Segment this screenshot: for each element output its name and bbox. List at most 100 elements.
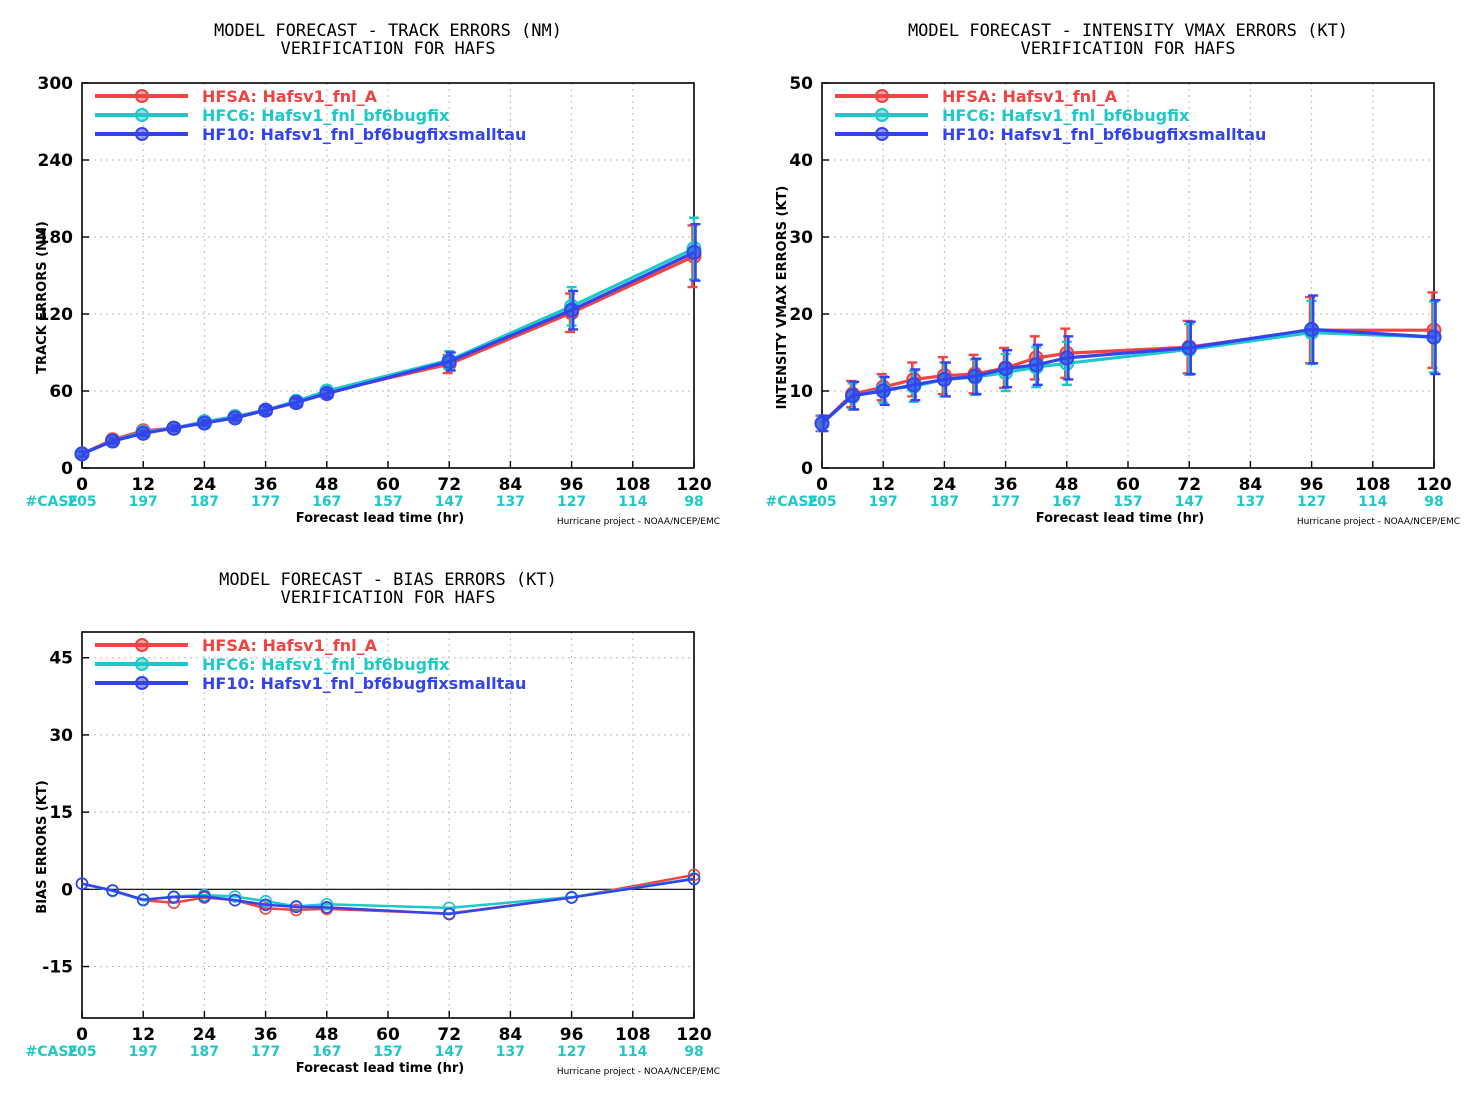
case-count-label: 114 [618,494,647,510]
data-point [1426,329,1442,345]
y-tick-label: 300 [38,74,74,94]
data-point [289,903,303,917]
x-tick-label: 96 [1300,475,1324,495]
case-count-label: 157 [373,494,402,510]
x-tick-label: 108 [615,475,651,495]
data-point [845,388,861,404]
case-count-label: 197 [869,494,898,510]
legend-item-hf10: HF10: Hafsv1_fnl_bf6bugfixsmalltau [95,125,526,144]
series-hf10 [814,294,1442,433]
credit-label: Hurricane project - NOAA/NCEP/EMC [557,517,720,527]
x-tick-label: 72 [1177,475,1201,495]
case-count-label: 127 [1297,494,1326,510]
data-point [441,353,457,369]
data-point [166,420,182,436]
x-tick-label: 12 [871,475,895,495]
chart-title: MODEL FORECAST - INTENSITY VMAX ERRORS (… [908,21,1348,41]
case-count-label: 114 [1358,494,1387,510]
legend-label: HFSA: Hafsv1_fnl_A [942,87,1118,106]
y-tick-label: -15 [42,958,73,978]
case-count-label: 205 [67,494,96,510]
chart-title: MODEL FORECAST - BIAS ERRORS (KT) [219,570,557,590]
legend-item-hfc6: HFC6: Hafsv1_fnl_bf6bugfix [95,106,450,125]
chart-panel-3: MODEL FORECAST - BIAS ERRORS (KT)VERIFIC… [26,570,721,1077]
x-tick-label: 24 [193,1025,217,1045]
legend-swatch-marker [135,108,149,122]
case-count-label: 197 [129,1044,158,1060]
case-count-label: 205 [807,494,836,510]
data-point [442,907,456,921]
legend-item-hf10: HF10: Hafsv1_fnl_bf6bugfixsmalltau [835,125,1266,144]
x-axis-label: Forecast lead time (hr) [296,1061,464,1076]
y-tick-label: 30 [49,726,73,746]
legend-swatch-marker [875,127,889,141]
credit-label: Hurricane project - NOAA/NCEP/EMC [557,1067,720,1077]
x-tick-label: 12 [131,1025,155,1045]
legend-item-hfc6: HFC6: Hafsv1_fnl_bf6bugfix [835,106,1190,125]
legend-swatch-marker [135,638,149,652]
data-point [289,900,303,914]
legend-label: HFC6: Hafsv1_fnl_bf6bugfix [202,106,450,125]
case-count-label: 127 [557,1044,586,1060]
legend-label: HF10: Hafsv1_fnl_bf6bugfixsmalltau [202,125,526,144]
case-count-label: 205 [67,1044,96,1060]
data-point [258,402,274,418]
y-tick-label: 0 [801,459,813,479]
x-tick-label: 120 [676,1025,712,1045]
legend-item-hfc6: HFC6: Hafsv1_fnl_bf6bugfix [95,655,450,674]
y-tick-label: 45 [49,649,73,669]
x-tick-label: 120 [1416,475,1452,495]
data-point [319,386,335,402]
legend-label: HF10: Hafsv1_fnl_bf6bugfixsmalltau [202,674,526,693]
x-tick-label: 60 [376,1025,400,1045]
data-point [105,433,121,449]
y-tick-label: 0 [61,880,73,900]
data-point [998,361,1014,377]
data-point [198,890,211,903]
chart-title: MODEL FORECAST - TRACK ERRORS (NM) [214,21,562,41]
series-hf10 [75,872,701,921]
case-count-label: 147 [1175,494,1204,510]
data-point [75,877,89,890]
x-tick-label: 24 [193,475,217,495]
grid-lines [822,83,1434,468]
data-point [259,898,272,912]
data-point [1304,321,1320,337]
data-point [167,890,181,904]
legend-label: HFC6: Hafsv1_fnl_bf6bugfix [942,106,1190,125]
case-count-label: 177 [251,1044,280,1060]
legend-swatch-marker [135,89,149,103]
y-tick-label: 15 [49,803,73,823]
case-count-label: 187 [190,1044,219,1060]
y-tick-label: 60 [49,382,73,402]
case-count-label: 177 [251,494,280,510]
chart-subtitle: VERIFICATION FOR HAFS [281,39,496,59]
data-point [687,868,701,882]
x-tick-label: 72 [437,1025,461,1045]
legend-label: HF10: Hafsv1_fnl_bf6bugfixsmalltau [942,125,1266,144]
x-axis-label: Forecast lead time (hr) [1036,511,1204,526]
data-point [967,368,983,384]
data-point [320,897,334,911]
case-prefix-label: #CASE [26,494,79,510]
x-tick-label: 120 [676,475,712,495]
case-count-label: 157 [373,1044,402,1060]
data-point [564,302,580,318]
y-axis-label: TRACK ERRORS (NM) [35,221,50,374]
y-tick-label: 30 [789,228,813,248]
x-tick-label: 36 [254,1025,278,1045]
data-point [288,395,304,411]
data-point [906,377,922,393]
y-tick-label: 50 [789,74,813,94]
y-tick-label: 0 [61,459,73,479]
y-tick-label: 10 [789,382,813,402]
legend-item-hfsa: HFSA: Hafsv1_fnl_A [835,87,1118,106]
case-count-label: 137 [496,494,525,510]
data-point [320,901,334,914]
case-count-label: 167 [312,494,341,510]
series-hf10 [74,222,702,462]
chart-subtitle: VERIFICATION FOR HAFS [281,588,496,608]
